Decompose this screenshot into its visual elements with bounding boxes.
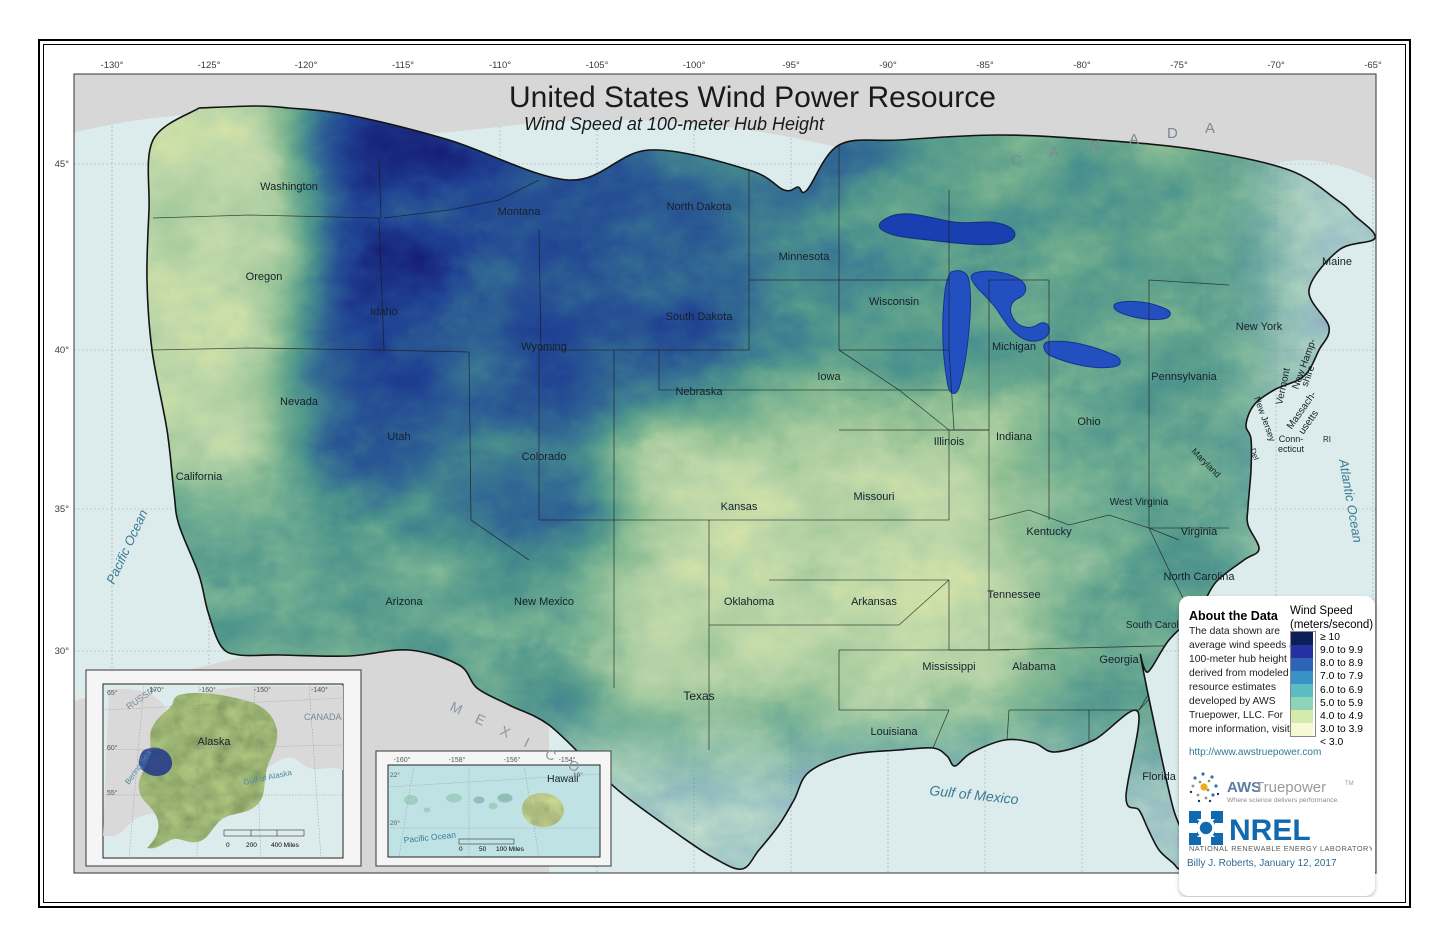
- svg-text:-100°: -100°: [683, 60, 706, 71]
- svg-text:Illinois: Illinois: [934, 436, 965, 448]
- svg-text:-85°: -85°: [976, 60, 994, 71]
- svg-text:NATIONAL RENEWABLE ENERGY LABO: NATIONAL RENEWABLE ENERGY LABORATORY: [1189, 844, 1372, 853]
- svg-text:D: D: [1167, 125, 1178, 142]
- svg-text:CANADA: CANADA: [304, 712, 342, 722]
- svg-text:Florida: Florida: [1142, 771, 1177, 783]
- svg-text:Wyoming: Wyoming: [521, 341, 567, 353]
- svg-text:20°: 20°: [390, 819, 400, 827]
- svg-text:Truepower: Truepower: [1255, 779, 1326, 796]
- svg-text:Kansas: Kansas: [721, 501, 758, 513]
- svg-text:-95°: -95°: [782, 60, 800, 71]
- svg-text:-150°: -150°: [254, 686, 271, 694]
- svg-text:Nevada: Nevada: [280, 396, 319, 408]
- svg-text:Idaho: Idaho: [370, 306, 398, 318]
- svg-text:-65°: -65°: [1364, 60, 1382, 71]
- svg-text:0: 0: [226, 842, 230, 849]
- svg-text:Louisiana: Louisiana: [870, 726, 918, 738]
- svg-text:RI: RI: [1323, 435, 1331, 444]
- svg-text:Colorado: Colorado: [522, 451, 567, 463]
- svg-text:Conn-: Conn-: [1279, 434, 1304, 444]
- svg-text:New York: New York: [1236, 321, 1283, 333]
- svg-text:Iowa: Iowa: [817, 371, 841, 383]
- svg-text:Texas: Texas: [683, 689, 714, 703]
- svg-text:60°: 60°: [107, 744, 118, 752]
- svg-text:Wisconsin: Wisconsin: [869, 296, 919, 308]
- svg-text:United States Wind Power Resou: United States Wind Power Resource: [509, 81, 996, 114]
- svg-text:Wind Speed at 100-meter Hub He: Wind Speed at 100-meter Hub Height: [524, 114, 825, 134]
- svg-text:-170°: -170°: [147, 686, 164, 694]
- svg-text:NREL: NREL: [1229, 814, 1311, 847]
- svg-text:-120°: -120°: [295, 60, 318, 71]
- svg-text:30°: 30°: [55, 646, 70, 657]
- svg-text:-160°: -160°: [394, 756, 411, 764]
- svg-text:Oklahoma: Oklahoma: [724, 596, 775, 608]
- svg-text:Kentucky: Kentucky: [1026, 526, 1072, 538]
- svg-text:-160°: -160°: [199, 686, 216, 694]
- svg-text:Ohio: Ohio: [1077, 416, 1100, 428]
- svg-text:Hawaii: Hawaii: [547, 773, 579, 785]
- svg-text:55°: 55°: [107, 789, 118, 797]
- svg-text:-125°: -125°: [198, 60, 221, 71]
- svg-text:100 Miles: 100 Miles: [496, 846, 525, 853]
- svg-text:-156°: -156°: [504, 756, 521, 764]
- svg-text:Oregon: Oregon: [246, 271, 283, 283]
- svg-text:Arizona: Arizona: [385, 596, 423, 608]
- svg-text:35°: 35°: [55, 504, 70, 515]
- svg-text:-80°: -80°: [1073, 60, 1091, 71]
- svg-text:Utah: Utah: [387, 431, 410, 443]
- svg-text:Washington: Washington: [260, 181, 318, 193]
- svg-text:Montana: Montana: [498, 206, 542, 218]
- svg-text:South Dakota: South Dakota: [666, 311, 734, 323]
- svg-text:Tennessee: Tennessee: [987, 589, 1040, 601]
- svg-text:65°: 65°: [107, 689, 118, 697]
- svg-text:ecticut: ecticut: [1278, 444, 1305, 454]
- svg-text:C: C: [1011, 152, 1022, 169]
- svg-text:-70°: -70°: [1267, 60, 1285, 71]
- svg-text:-140°: -140°: [311, 686, 328, 694]
- svg-text:-115°: -115°: [392, 60, 414, 71]
- svg-text:California: California: [176, 471, 223, 483]
- svg-text:Indiana: Indiana: [996, 431, 1033, 443]
- svg-text:New Mexico: New Mexico: [514, 596, 574, 608]
- svg-text:200: 200: [246, 842, 257, 849]
- svg-text:Pennsylvania: Pennsylvania: [1151, 371, 1217, 383]
- svg-text:Where science delivers perform: Where science delivers performance.: [1227, 797, 1339, 804]
- svg-text:Arkansas: Arkansas: [851, 596, 897, 608]
- svg-text:Alabama: Alabama: [1012, 661, 1056, 673]
- svg-text:0: 0: [459, 846, 463, 853]
- svg-text:Missouri: Missouri: [854, 491, 895, 503]
- svg-text:Minnesota: Minnesota: [779, 251, 831, 263]
- svg-text:A: A: [1205, 120, 1215, 137]
- svg-text:400 Miles: 400 Miles: [271, 842, 300, 849]
- svg-text:-90°: -90°: [879, 60, 897, 71]
- svg-text:22°: 22°: [390, 771, 400, 779]
- svg-text:Michigan: Michigan: [992, 341, 1036, 353]
- svg-text:Alaska: Alaska: [197, 736, 231, 748]
- svg-text:West Virginia: West Virginia: [1110, 497, 1169, 508]
- svg-text:Maine: Maine: [1322, 256, 1352, 268]
- svg-text:Georgia: Georgia: [1099, 654, 1139, 666]
- svg-text:North Carolina: North Carolina: [1164, 571, 1236, 583]
- svg-text:North Dakota: North Dakota: [667, 201, 733, 213]
- svg-text:-130°: -130°: [101, 60, 124, 71]
- svg-text:Mississippi: Mississippi: [922, 661, 975, 673]
- svg-text:-110°: -110°: [489, 60, 511, 71]
- svg-text:-158°: -158°: [449, 756, 466, 764]
- svg-text:N: N: [1089, 137, 1100, 154]
- svg-text:TM: TM: [1345, 781, 1354, 787]
- svg-text:45°: 45°: [55, 159, 70, 170]
- svg-text:A: A: [1129, 131, 1139, 148]
- svg-text:-105°: -105°: [586, 60, 609, 71]
- svg-text:A: A: [1049, 144, 1059, 161]
- svg-text:-75°: -75°: [1170, 60, 1188, 71]
- svg-text:50: 50: [479, 846, 487, 853]
- svg-text:Nebraska: Nebraska: [675, 386, 723, 398]
- svg-text:40°: 40°: [55, 345, 70, 356]
- svg-text:Virginia: Virginia: [1181, 526, 1218, 538]
